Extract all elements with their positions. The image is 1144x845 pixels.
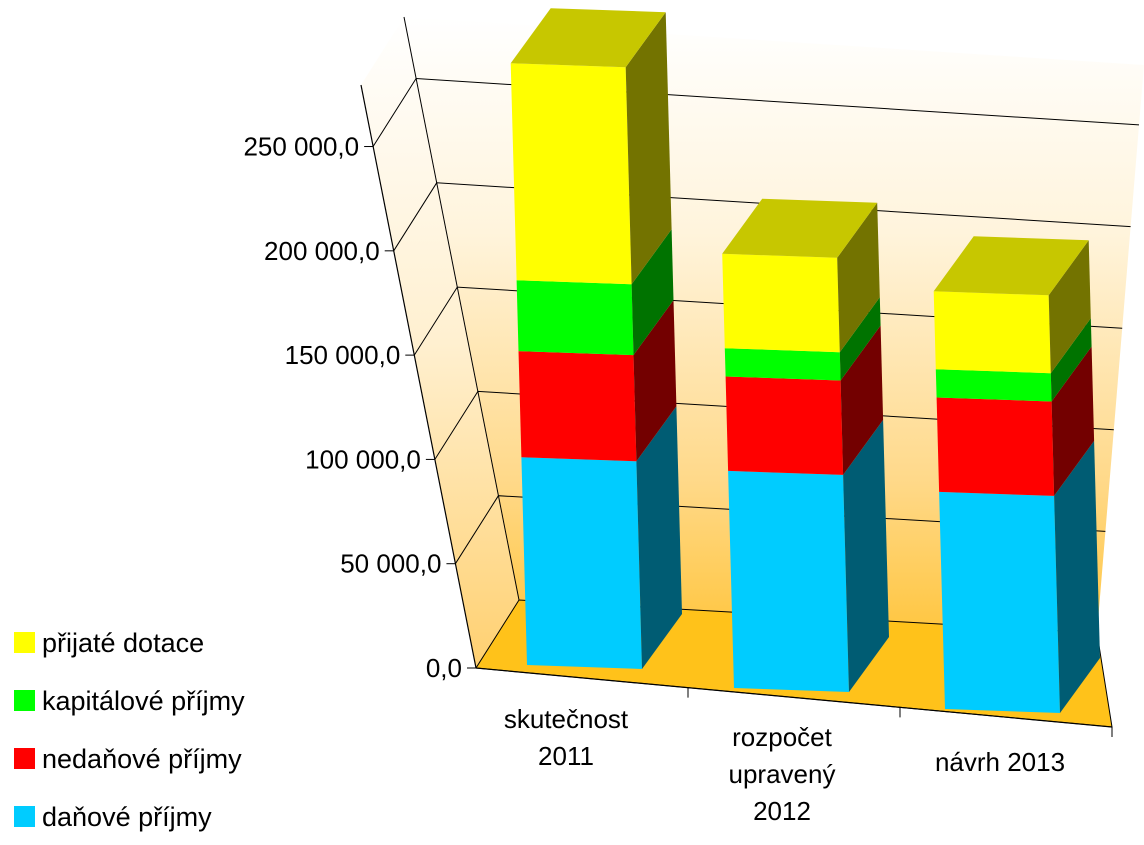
bar-1-1-front [725,376,844,475]
bar-0-3-front [510,63,632,285]
legend-label: přijaté dotace [42,628,204,658]
bar-2-1-front [936,397,1055,496]
legend-swatch [14,748,35,769]
bar-0-2-front [516,280,634,356]
y-tick-label: 50 000,0 [340,549,441,579]
bar-0-top [510,8,666,68]
legend-swatch [14,690,35,711]
bar-2-3-front [933,291,1051,374]
y-tick-label: 250 000,0 [243,132,359,162]
x-category-label-line: rozpočet [732,722,832,752]
bar-1-2-front [724,348,841,381]
y-tick-label: 0,0 [426,653,462,683]
legend-label: nedaňové příjmy [42,744,242,774]
x-category-label-line: 2011 [538,741,594,771]
y-tick-label: 200 000,0 [264,236,380,266]
bar-2-top [933,236,1089,296]
x-category-label-line: návrh 2013 [935,747,1065,777]
bar-1-2-side [839,297,881,381]
bar-2-0-front [939,491,1060,713]
x-category-label-line: 2012 [753,796,811,826]
bar-2-3-side [1048,240,1091,374]
chart-labels: 0,0 50 000,0 100 000,0 150 000,0 200 000,0 25… [243,132,1065,826]
bar-0-1-front [518,351,637,462]
side-wall [361,17,519,668]
y-tick-label: 100 000,0 [305,444,421,474]
legend-label: kapitálové příjmy [42,686,245,716]
bar-1-0-side [843,419,889,692]
bar-2-1-side [1051,346,1095,496]
chart-legend: přijaté dotace kapitálové příjmy nedaňové … [14,628,245,832]
back-wall-edge [403,16,520,601]
x-category-label-line: skutečnost [504,704,629,734]
legend-swatch [14,806,35,827]
bar-1-0-front [728,470,849,692]
bar-0-3-side [625,12,672,285]
bar-0-0-side [636,406,682,669]
bar-1-3-side [837,202,880,353]
legend-label: daňové příjmy [42,802,212,832]
bar-2-2-front [935,369,1052,402]
x-axis-line [475,667,1113,728]
y-axis-line [360,84,477,669]
bar-0-1-side [633,300,677,462]
x-category-label: skutečnost 2011 [504,704,629,771]
chart-bars [510,8,1100,713]
x-category-label: návrh 2013 [935,747,1065,777]
legend-swatch [14,632,35,653]
x-category-label: rozpočet upravený 2012 [729,722,836,826]
bar-1-top [722,198,878,258]
chart-gridlines [372,16,1140,601]
bar-1-3-front [722,253,840,353]
bar-0-2-side [631,229,674,356]
bar-0-0-front [521,457,642,669]
bar-2-0-side [1054,440,1100,713]
y-tick-label: 150 000,0 [285,340,401,370]
bar-1-1-side [840,325,884,475]
x-category-label-line: upravený [729,759,836,789]
bar-2-2-side [1050,318,1092,402]
chart-axes [360,84,1113,737]
